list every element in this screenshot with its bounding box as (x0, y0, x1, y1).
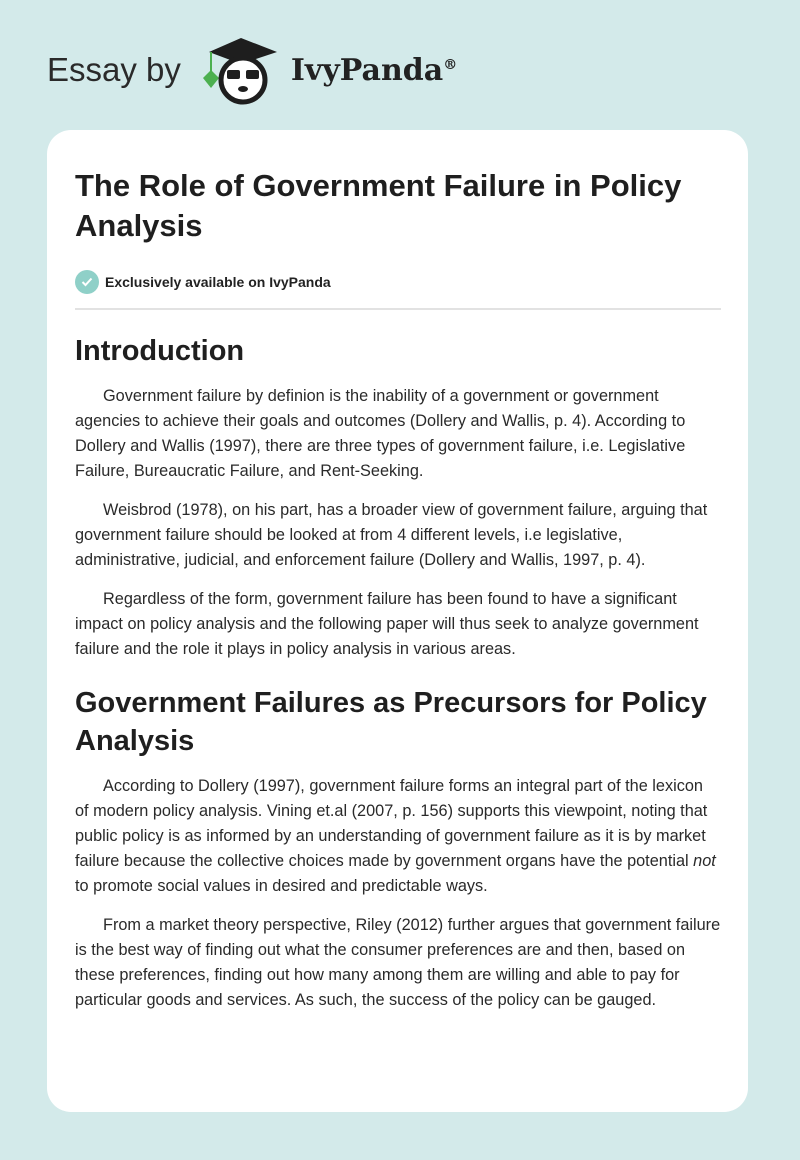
emphasis-text: not (693, 852, 716, 870)
paragraph-text: According to Dollery (1997), government … (75, 777, 708, 870)
essay-card: The Role of Government Failure in Policy… (47, 130, 748, 1112)
paragraph: Weisbrod (1978), on his part, has a broa… (75, 501, 708, 569)
paragraph: Government failure by definion is the in… (75, 387, 686, 480)
site-header: Essay by IvyPanda® (47, 35, 457, 105)
exclusive-badge: Exclusively available on IvyPanda (75, 270, 721, 310)
ivypanda-logo-icon[interactable] (199, 34, 281, 106)
badge-label: Exclusively available on IvyPanda (105, 274, 331, 290)
paragraph: From a market theory perspective, Riley … (75, 916, 721, 1009)
brand-text: IvyPanda (290, 52, 444, 88)
page-title: The Role of Government Failure in Policy… (75, 168, 682, 243)
check-icon (75, 270, 99, 294)
paragraph-text: to promote social values in desired and … (75, 877, 488, 895)
section-heading: Introduction (75, 335, 245, 367)
essay-by-label: Essay by (47, 51, 181, 88)
paragraph: Regardless of the form, government failu… (75, 590, 699, 658)
paragraph: According to Dollery (1997), government … (75, 774, 721, 899)
section-heading: Government Failures as Precursors for Po… (75, 687, 707, 757)
registered-mark: ® (443, 56, 458, 73)
brand-name[interactable]: IvyPanda® (291, 53, 457, 88)
